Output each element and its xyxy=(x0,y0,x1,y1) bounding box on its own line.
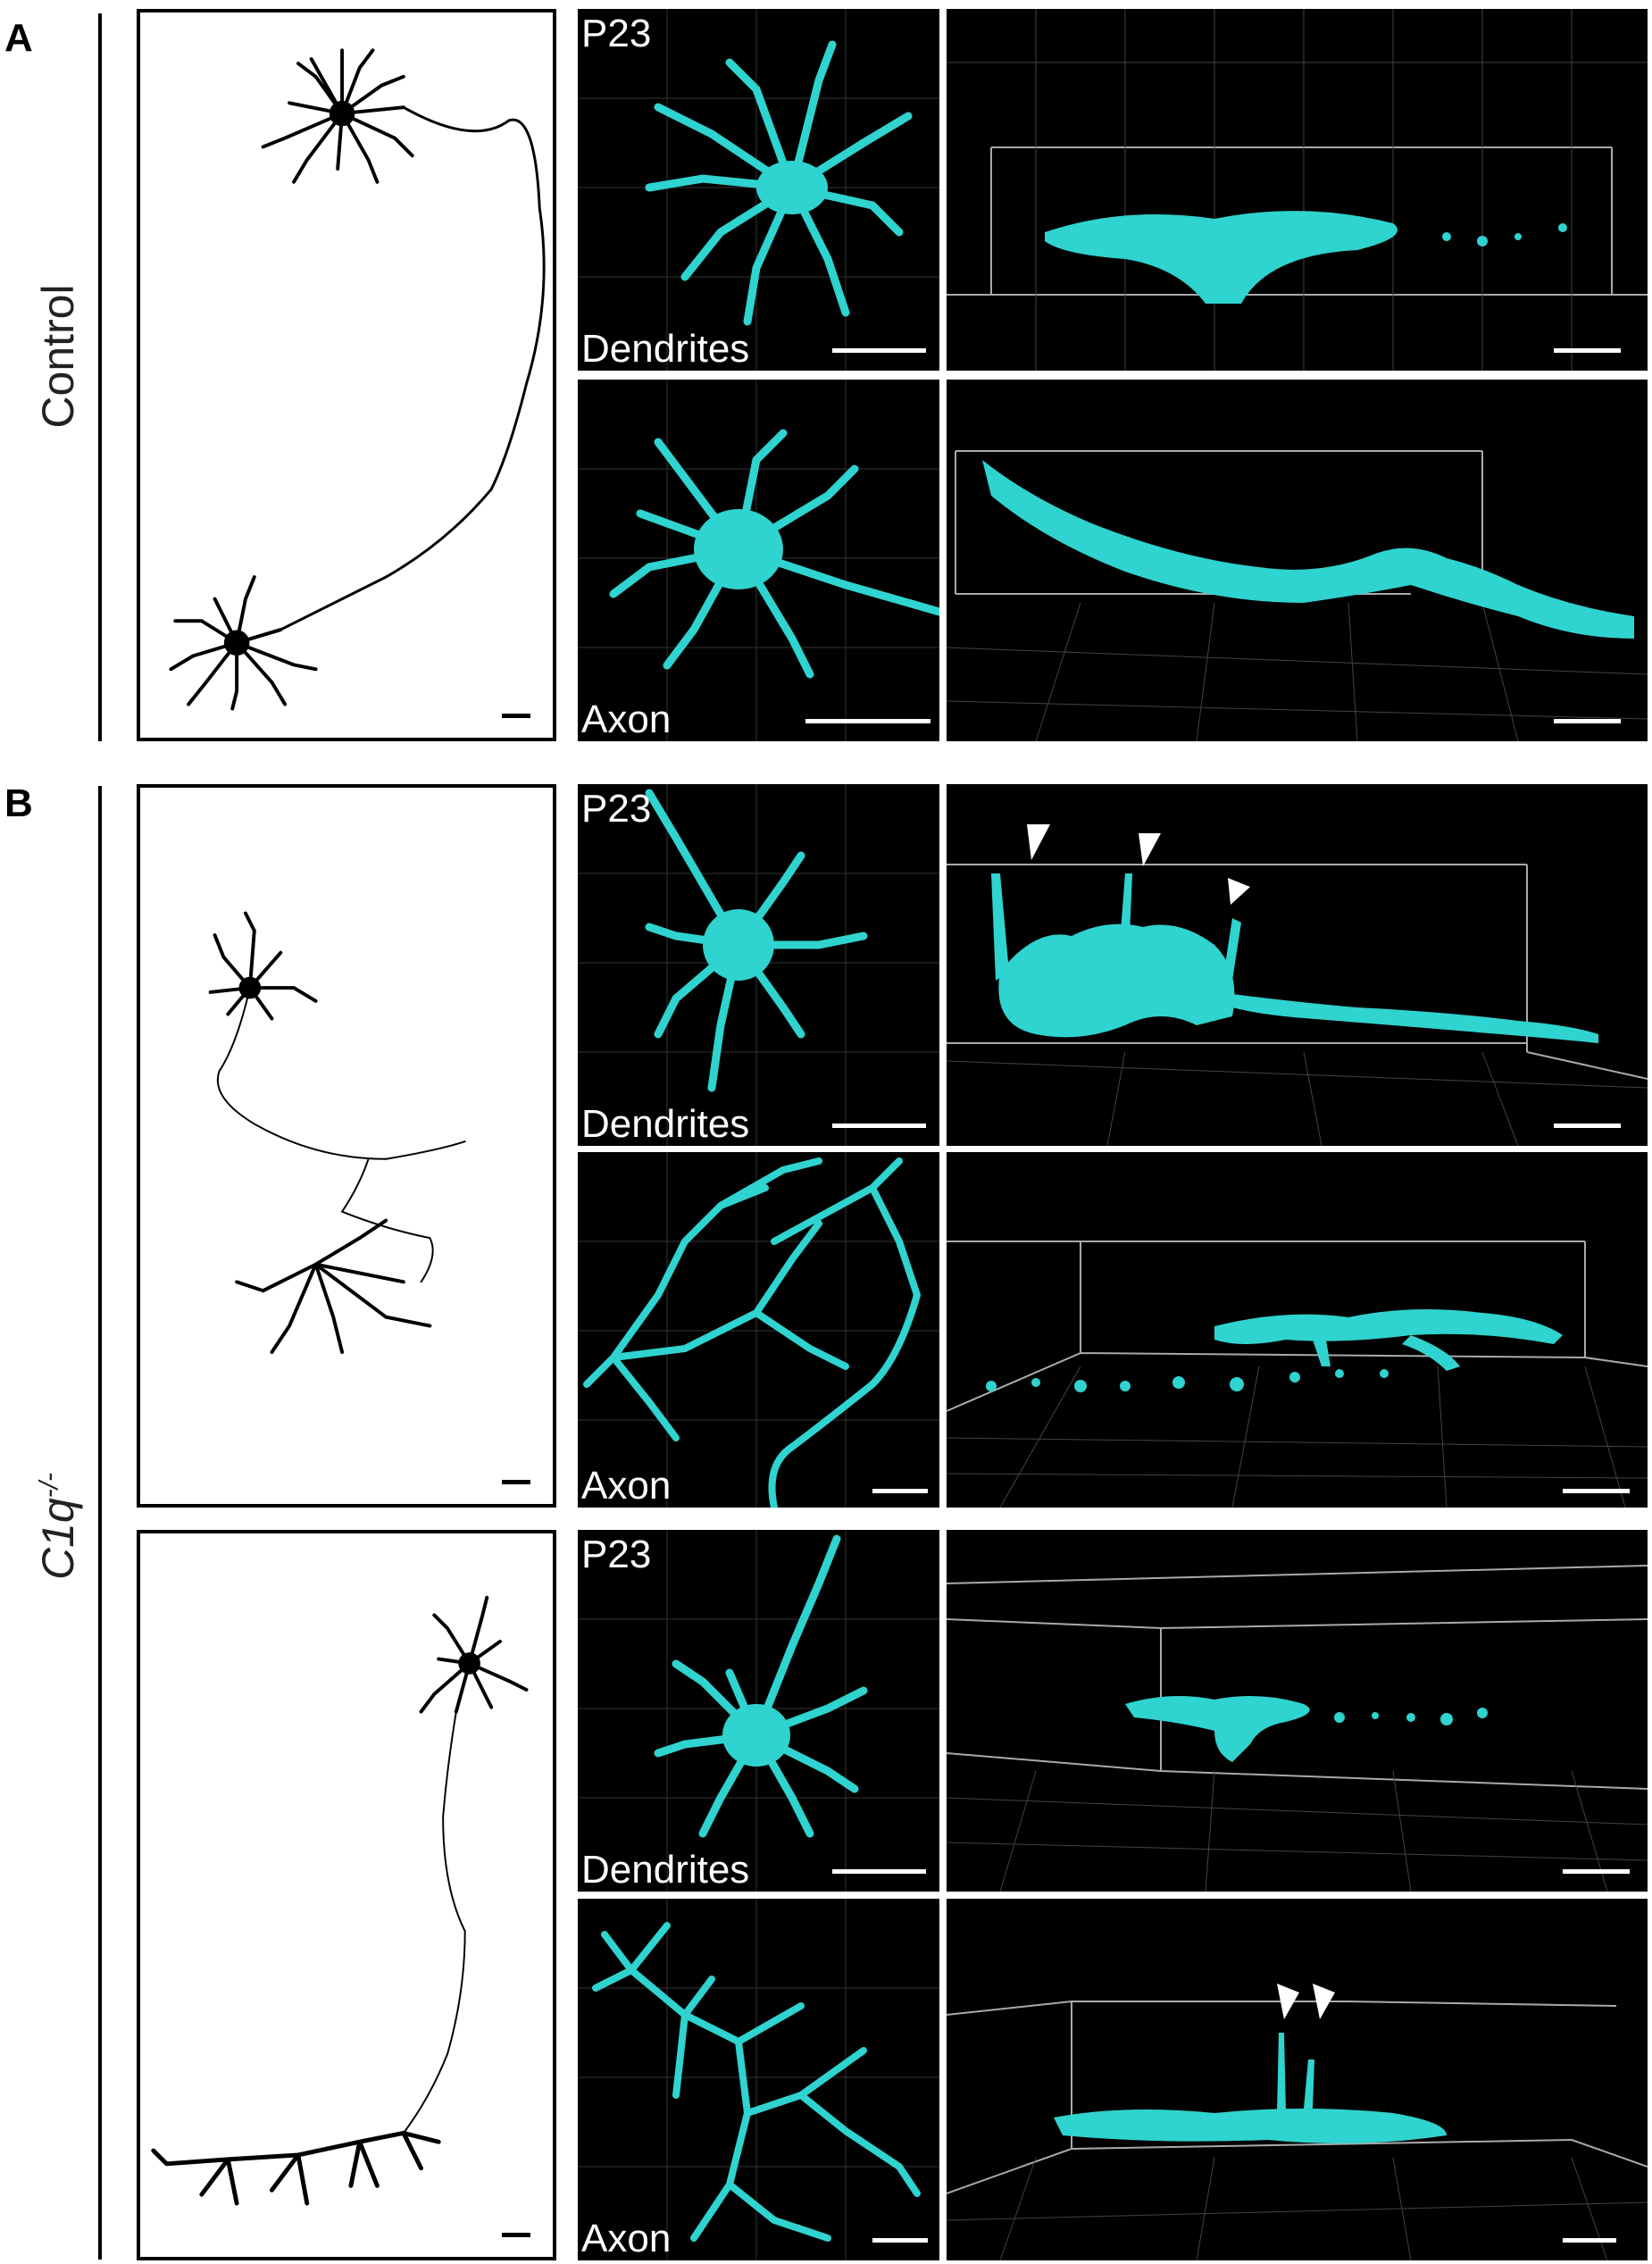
arrowhead-5 xyxy=(1313,1984,1335,2019)
render-control-axon-side xyxy=(947,450,1648,741)
arrowhead-3 xyxy=(1228,878,1250,905)
dendrites-label-c1q-1: Dendrites xyxy=(581,1102,750,1146)
axon-label-control: Axon xyxy=(581,698,672,741)
panel-control-dendrites-side xyxy=(947,9,1648,371)
render-control-axon xyxy=(578,380,939,741)
row-label-control: Control xyxy=(33,284,83,429)
scale-bar-c1q-2-dendrites-side xyxy=(1563,1869,1630,1874)
scale-bar-control-axon xyxy=(805,719,930,723)
scale-bar-c1q-1-dendrites-side xyxy=(1554,1124,1621,1128)
panel-c1q-1-axon: Axon xyxy=(578,1152,939,1508)
arrowhead-1 xyxy=(1027,824,1050,860)
panel-c1q-2-axon: Axon xyxy=(578,1899,939,2260)
scale-bar-control-dendrites-side xyxy=(1554,348,1621,353)
axon-label-c1q-2: Axon xyxy=(581,2217,672,2260)
render-control-dendrites-side xyxy=(947,9,1648,371)
panel-control-dendrites: P23 Dendrites xyxy=(578,9,939,371)
row-label-c1q-sup: -/- xyxy=(34,1472,64,1499)
scale-bar-c1q-2-axon xyxy=(872,2238,928,2243)
trace-c1q-1-svg xyxy=(208,911,466,1354)
trace-c1q-2-svg xyxy=(151,1595,529,2206)
scale-bar-c1q-1-axon xyxy=(872,1489,928,1493)
scale-bar-trace-c1q-1 xyxy=(502,1480,530,1484)
render-control-dendrites xyxy=(578,9,939,371)
panel-c1q-1-dendrites: P23 Dendrites xyxy=(578,784,939,1146)
panel-c1q-2-dendrites-side xyxy=(947,1530,1648,1892)
render-c1q-1-dendrites xyxy=(578,784,939,1146)
dendrites-label-c1q-2: Dendrites xyxy=(581,1848,750,1892)
render-c1q-2-axon-side xyxy=(947,1984,1648,2260)
scale-bar-c1q-1-axon-side xyxy=(1563,1489,1630,1493)
trace-panel-control xyxy=(137,9,556,741)
panel-letter-a: A xyxy=(4,16,33,60)
group-line-c1q xyxy=(98,786,102,2260)
render-c1q-2-dendrites xyxy=(578,1530,939,1892)
age-label-c1q-1: P23 xyxy=(581,787,652,831)
scale-bar-c1q-1-dendrites xyxy=(832,1124,926,1128)
scale-bar-c1q-2-axon-side xyxy=(1563,2238,1616,2243)
row-label-c1q-main: C1q xyxy=(33,1498,83,1581)
scale-bar-control-axon-side xyxy=(1554,719,1621,723)
panel-control-axon: Axon xyxy=(578,380,939,741)
group-line-control xyxy=(98,13,102,741)
render-c1q-1-axon xyxy=(578,1152,939,1508)
axon-label-c1q-1: Axon xyxy=(581,1464,672,1508)
render-c1q-1-axon-side xyxy=(947,1241,1648,1508)
panel-c1q-2-axon-side xyxy=(947,1899,1648,2260)
render-c1q-2-axon xyxy=(578,1899,939,2260)
scale-bar-trace-c1q-2 xyxy=(502,2233,530,2237)
scale-bar-trace-control xyxy=(502,714,530,718)
render-c1q-1-dendrites-side xyxy=(947,824,1648,1146)
arrowhead-2 xyxy=(1139,833,1161,866)
trace-control-svg xyxy=(169,48,546,711)
scale-bar-control-dendrites xyxy=(832,348,926,353)
render-c1q-2-dendrites-side xyxy=(947,1565,1648,1892)
age-label-control-dendrites: P23 xyxy=(581,12,652,55)
dendrites-label-control: Dendrites xyxy=(581,327,750,371)
age-label-c1q-2: P23 xyxy=(581,1533,652,1576)
panel-control-axon-side xyxy=(947,380,1648,741)
trace-panel-c1q-2 xyxy=(137,1530,556,2260)
panel-c1q-2-dendrites: P23 Dendrites xyxy=(578,1530,939,1892)
trace-panel-c1q-1 xyxy=(137,784,556,1508)
panel-c1q-1-dendrites-side xyxy=(947,784,1648,1146)
panel-c1q-1-axon-side xyxy=(947,1152,1648,1508)
panel-letter-b: B xyxy=(4,781,33,825)
row-label-c1q: C1q-/- xyxy=(32,1459,84,1593)
scale-bar-c1q-2-dendrites xyxy=(832,1869,926,1874)
arrowhead-4 xyxy=(1277,1984,1299,2019)
